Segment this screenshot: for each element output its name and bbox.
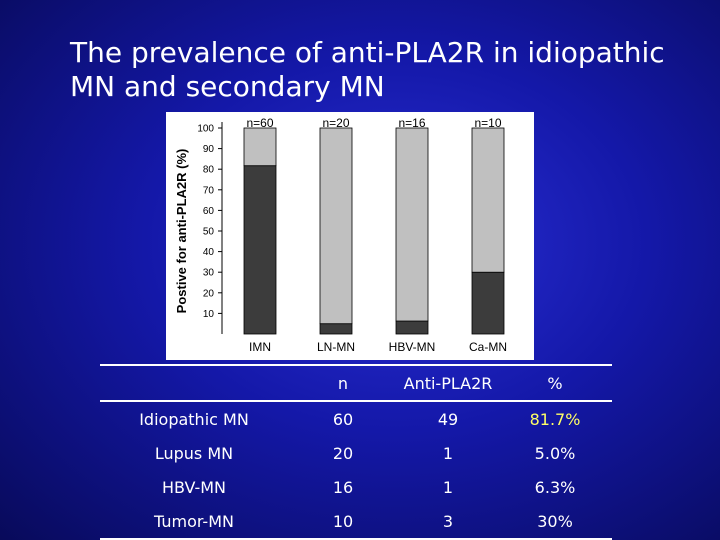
y-tick-label: 50 — [203, 227, 215, 238]
bar-segment — [243, 127, 277, 167]
cell-n: 16 — [332, 477, 354, 497]
table-row: HBV-MN 16 1 6.3% — [100, 470, 612, 504]
bar-segment — [319, 127, 353, 325]
cell-anti-pla2r: 1 — [442, 477, 454, 497]
table-row: Tumor-MN 10 3 30% — [100, 504, 612, 539]
cell-group: HBV-MN — [161, 477, 227, 497]
y-tick-label: 20 — [203, 288, 215, 299]
y-axis-label: Postive for anti-PLA2R (%) — [174, 149, 189, 314]
bar-n-label: n=16 — [398, 116, 425, 130]
x-tick-label: LN-MN — [317, 340, 355, 354]
cell-percent: 30% — [537, 511, 573, 531]
y-tick-label: 10 — [203, 309, 215, 320]
header-cell-group — [100, 365, 288, 401]
bar-segment — [395, 320, 429, 335]
cell-anti-pla2r: 1 — [442, 443, 454, 463]
cell-anti-pla2r: 3 — [442, 511, 454, 531]
y-tick-label: 70 — [203, 185, 215, 196]
cell-group: Idiopathic MN — [139, 409, 249, 429]
bar-segment — [319, 323, 353, 335]
header-cell-n: n — [337, 373, 349, 393]
cell-percent: 6.3% — [534, 477, 576, 497]
table-header-row: n Anti-PLA2R % — [100, 365, 612, 401]
prevalence-table: n Anti-PLA2R % Idiopathic MN 60 49 81.7%… — [100, 364, 612, 540]
cell-percent: 81.7% — [529, 409, 581, 429]
cell-n: 20 — [332, 443, 354, 463]
bar-chart: Postive for anti-PLA2R (%) 10 20 30 40 50 60 70… — [166, 112, 534, 360]
bar-segment — [471, 271, 505, 335]
x-tick-label: HBV-MN — [389, 340, 436, 354]
table-row: Lupus MN 20 1 5.0% — [100, 436, 612, 470]
header-cell-percent: % — [547, 373, 563, 393]
cell-n: 60 — [332, 409, 354, 429]
cell-n: 10 — [332, 511, 354, 531]
cell-anti-pla2r: 49 — [437, 409, 459, 429]
bar-n-label: n=20 — [322, 116, 349, 130]
header-cell-anti-pla2r: Anti-PLA2R — [403, 373, 493, 393]
cell-group: Tumor-MN — [154, 511, 234, 531]
y-tick-label: 30 — [203, 268, 215, 279]
bar-n-label: n=10 — [474, 116, 501, 130]
x-tick-label: IMN — [249, 340, 271, 354]
y-tick-label: 80 — [203, 165, 215, 176]
y-tick-label: 90 — [203, 144, 215, 155]
x-tick-label: Ca-MN — [469, 340, 507, 354]
slide-title: The prevalence of anti-PLA2R in idiopath… — [70, 36, 665, 103]
table-row: Idiopathic MN 60 49 81.7% — [100, 401, 612, 436]
bar-segment — [243, 165, 277, 335]
chart-svg: Postive for anti-PLA2R (%) 10 20 30 40 50 60 70… — [174, 116, 507, 354]
y-tick-label: 60 — [203, 206, 215, 217]
cell-group: Lupus MN — [154, 443, 234, 463]
y-tick-label: 40 — [203, 247, 215, 258]
cell-percent: 5.0% — [534, 443, 576, 463]
bar-segment — [471, 127, 505, 273]
y-tick-label: 100 — [197, 124, 214, 135]
bar-segment — [395, 127, 429, 322]
bar-n-label: n=60 — [246, 116, 273, 130]
